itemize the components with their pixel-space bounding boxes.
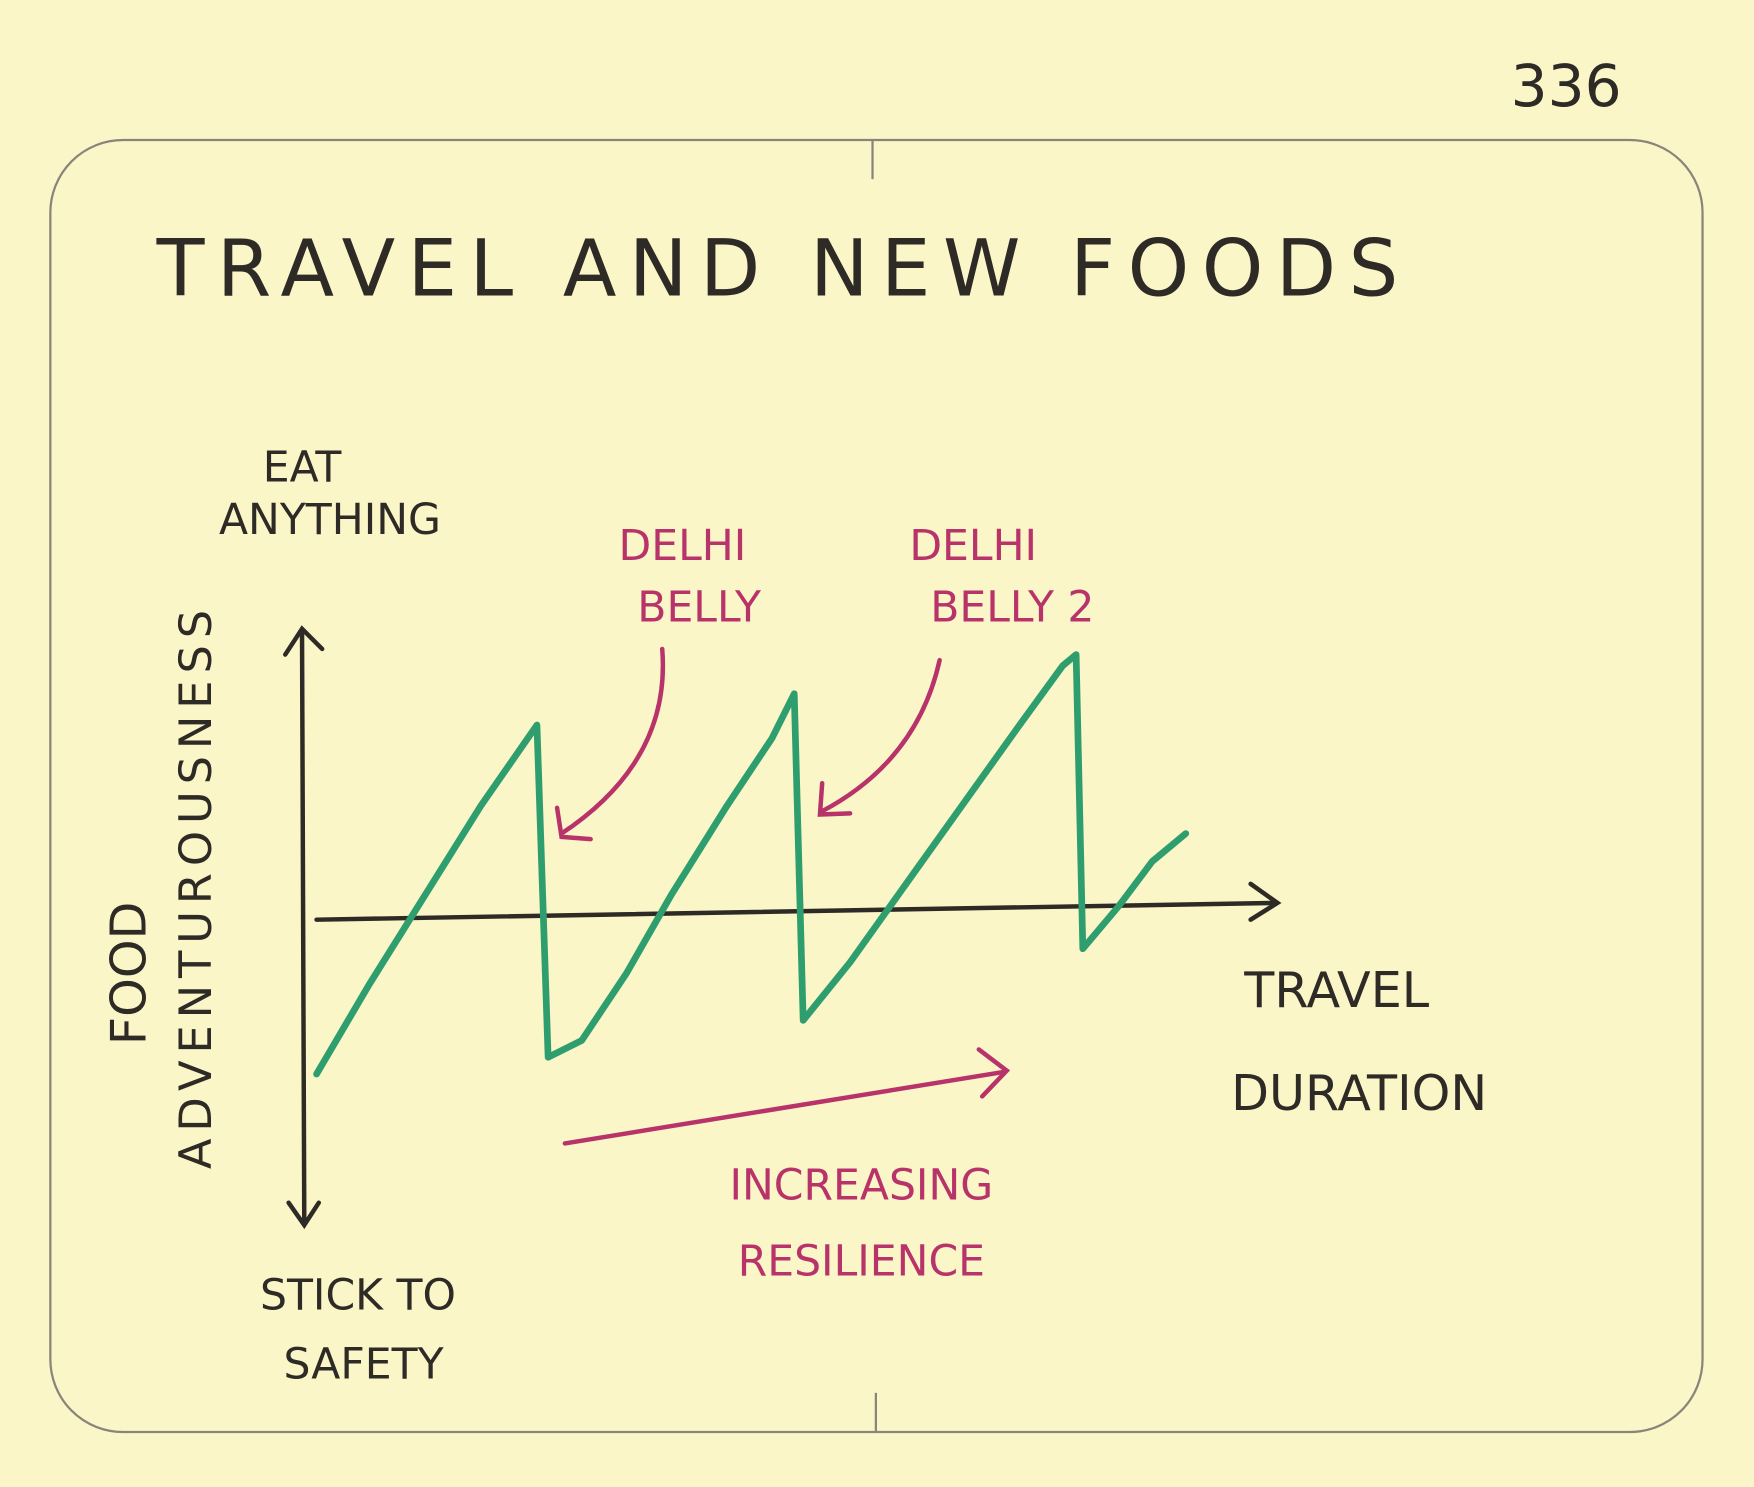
page-number: 336 [1511,52,1622,120]
y-top-label: EAT [263,443,343,492]
annotation: RESILIENCE [738,1238,985,1287]
arrowhead [976,1047,1011,1099]
annotation: BELLY 2 [930,583,1094,632]
y-arrow-up [283,625,325,657]
y-bottom-label: STICK TO [260,1271,456,1320]
arrow [562,1069,1007,1146]
arrow [819,657,942,814]
arrowhead [817,780,853,817]
y-axis-label: FOOD [99,902,157,1046]
title: TRAVEL AND NEW FOODS [156,224,1399,315]
x-axis-label: DURATION [1231,1064,1487,1122]
y-bottom-label: SAFETY [284,1341,445,1390]
annotation: BELLY [637,583,762,632]
annotation: INCREASING [729,1162,993,1211]
annotation: DELHI [618,522,746,571]
y-top-label: ANYTHING [219,496,441,545]
y-axis [299,629,307,1222]
y-axis-label: ADVENTUROUSNESS [169,610,222,1169]
x-axis-label: TRAVEL [1243,961,1430,1019]
annotation: DELHI [909,522,1037,571]
arrow [559,646,666,836]
adventurousness-curve [313,651,1190,1078]
arrowhead [554,805,593,842]
y-arrow-down [286,1200,322,1230]
annotation-arrows [554,646,1011,1146]
x-arrow [1248,881,1282,922]
